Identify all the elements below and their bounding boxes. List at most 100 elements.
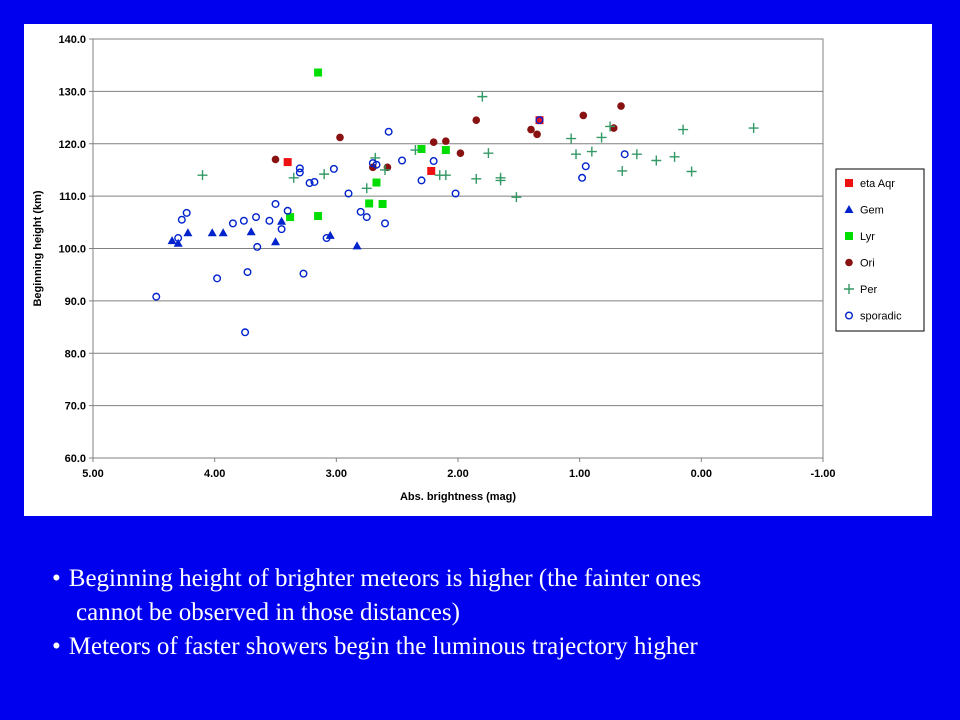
data-point-sporadic: [228, 219, 237, 228]
bullet-text: Beginning height of brighter meteors is …: [68, 565, 702, 592]
y-tick-label: 140.0: [58, 34, 86, 46]
data-point-sporadic: [356, 207, 365, 216]
data-point-sporadic: [381, 219, 390, 228]
data-point-sporadic: [305, 179, 314, 188]
data-point-gem: [173, 238, 183, 247]
data-point-sporadic: [152, 292, 161, 301]
legend-box: [835, 168, 925, 332]
data-point-ori: [527, 125, 535, 134]
data-point-sporadic: [277, 225, 286, 234]
data-point-per: [669, 151, 680, 162]
y-tick-label: 60.0: [65, 453, 86, 465]
data-point-sporadic: [362, 213, 371, 222]
data-point-per: [477, 91, 488, 102]
data-point-ori: [609, 124, 618, 132]
data-point-sporadic: [243, 268, 252, 277]
data-point-sporadic: [581, 162, 590, 171]
data-point-sporadic: [535, 116, 544, 125]
legend-label-gem: Gem: [860, 205, 884, 217]
data-point-sporadic: [213, 274, 222, 283]
data-point-per: [748, 123, 759, 134]
data-point-per: [410, 145, 421, 156]
data-point-sporadic: [310, 177, 319, 186]
legend-marker-ori: [845, 258, 853, 267]
data-point-sporadic: [451, 189, 460, 198]
data-point-sporadic: [253, 242, 262, 251]
data-point-sporadic: [177, 215, 186, 224]
y-tick-label: 90.0: [65, 296, 86, 308]
data-point-per: [605, 121, 616, 132]
data-point-sporadic: [239, 216, 248, 225]
data-point-ori: [472, 116, 481, 124]
chart-panel: 60.0 70.0 80.0 90.0 100.0 110.0 120.0 130.0 140.…: [24, 24, 932, 516]
data-point-sporadic: [429, 157, 438, 166]
y-tick-label: 80.0: [65, 348, 86, 360]
legend-marker-eta-aqr: [845, 179, 853, 187]
data-point-sporadic: [398, 156, 407, 165]
legend-label-ori: Ori: [860, 258, 875, 270]
legend-label-lyr: Lyr: [860, 231, 875, 243]
data-point-sporadic: [578, 173, 587, 182]
x-tick-label: 3.00: [326, 468, 347, 480]
y-axis-title: Beginning height (km): [32, 190, 44, 306]
data-point-per: [361, 183, 372, 194]
data-point-gem: [352, 241, 362, 250]
bullet-dot: •: [52, 565, 61, 592]
data-point-sporadic: [283, 206, 292, 215]
data-point-gem: [246, 227, 256, 236]
data-point-gem: [218, 228, 228, 237]
data-point-sporadic: [417, 176, 426, 185]
data-point-sporadic: [299, 269, 308, 278]
data-point-ori: [442, 137, 450, 145]
data-point-lyr: [286, 213, 295, 222]
data-point-lyr: [365, 199, 374, 208]
scatter-chart: 60.0 70.0 80.0 90.0 100.0 110.0 120.0 130.0 140.…: [24, 24, 932, 516]
data-point-per: [571, 149, 582, 160]
legend: eta Aqr Gem Lyr Ori Per sporadic: [835, 168, 925, 332]
data-point-ori: [579, 111, 588, 120]
data-point-per: [495, 175, 506, 186]
data-point-gem: [325, 230, 335, 239]
data-point-per: [471, 173, 482, 184]
data-point-per: [631, 149, 642, 160]
data-point-sporadic: [182, 208, 191, 217]
data-point-per: [678, 124, 689, 135]
data-point-per: [483, 148, 494, 159]
data-point-sporadic: [174, 234, 183, 243]
data-point-sporadic: [295, 164, 304, 173]
data-point-lyr: [441, 146, 450, 155]
legend-label-per: Per: [860, 284, 877, 296]
data-point-ori: [617, 102, 625, 110]
data-point-sporadic: [372, 160, 381, 169]
data-point-per: [596, 132, 607, 143]
data-point-ori: [456, 149, 465, 157]
data-point-gem: [271, 237, 280, 246]
data-point-eta-aqr: [283, 158, 292, 167]
x-axis: 5.00 4.00 3.00 2.00 1.00 0.00 -1.00: [82, 458, 836, 480]
y-tick-label: 120.0: [58, 139, 86, 151]
data-point-lyr: [314, 68, 323, 77]
data-point-sporadic: [265, 216, 274, 225]
data-point-gem: [207, 228, 217, 237]
bullet-text: Meteors of faster showers begin the lumi…: [68, 633, 698, 660]
data-point-ori: [429, 138, 438, 146]
data-point-sporadic: [241, 328, 250, 337]
data-point-per: [380, 164, 390, 175]
x-tick-label: 0.00: [691, 468, 712, 480]
bullet-item: • Beginning height of brighter meteors is…: [52, 562, 942, 596]
data-points: [152, 68, 759, 337]
data-point-lyr: [417, 144, 426, 153]
y-tick-label: 100.0: [58, 244, 86, 256]
y-tick-label: 130.0: [58, 86, 86, 98]
data-point-sporadic: [368, 159, 377, 168]
x-tick-label: 2.00: [447, 468, 468, 480]
legend-label-sporadic: sporadic: [860, 311, 902, 323]
data-point-gem: [277, 216, 287, 225]
data-point-ori: [336, 133, 344, 142]
x-tick-label: 1.00: [569, 468, 590, 480]
data-point-gem: [183, 228, 193, 237]
data-point-eta-aqr: [535, 116, 544, 125]
data-point-lyr: [378, 199, 387, 208]
data-point-per: [319, 169, 330, 180]
data-point-gem: [167, 236, 177, 245]
